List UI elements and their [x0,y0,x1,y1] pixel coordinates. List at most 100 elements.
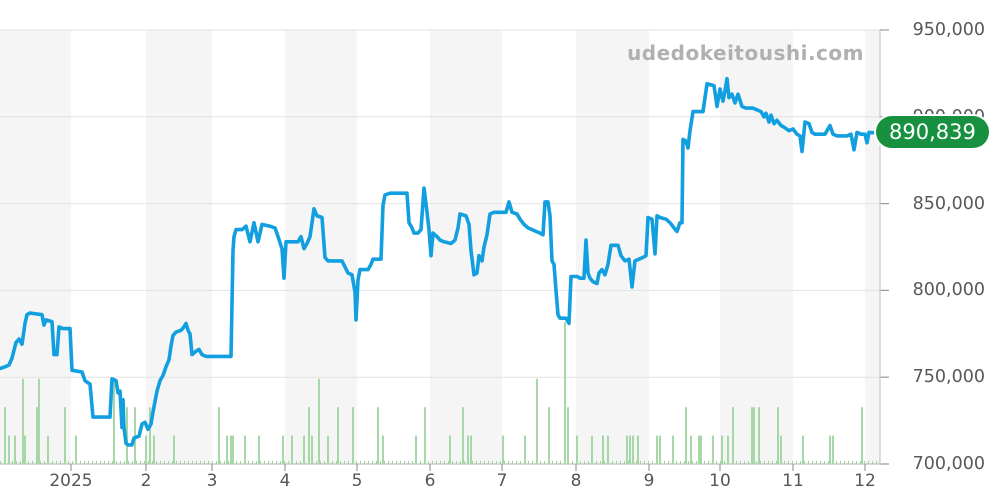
x-axis-label: 9 [643,471,655,491]
month-band [430,30,502,464]
volume-bar [8,435,10,464]
x-axis-label: 3 [206,471,218,491]
volume-bar [607,435,609,464]
volume-bar [424,407,426,464]
volume-bar [232,435,234,464]
volume-bar [524,435,526,464]
volume-bar [829,435,831,464]
volume-bar [352,407,354,464]
volume-bar [303,435,305,464]
volume-bar [64,407,66,464]
volume-bar [327,435,329,464]
volume-bar [126,407,128,464]
volume-bar [753,407,755,464]
volume-bar [449,435,451,464]
x-axis-label: 10 [709,471,731,491]
volume-bar [832,435,834,464]
y-axis-label: 800,000 [912,280,985,301]
volume-bar [861,407,863,464]
volume-bar [659,435,661,464]
volume-bar [637,435,639,464]
volume-bar [153,435,155,464]
volume-bar [36,407,38,464]
volume-bar [567,407,569,464]
volume-bar [564,322,566,464]
volume-bar [230,435,232,464]
volume-bar [732,407,734,464]
volume-bar [134,407,136,464]
x-axis-label: 7 [496,471,508,491]
volume-bar [548,407,550,464]
volume-bar [308,407,310,464]
month-band [285,30,357,464]
volume-bar [282,435,284,464]
y-axis-label: 950,000 [912,20,985,40]
x-axis-label: 6 [424,471,436,491]
x-axis-label: 8 [570,471,582,491]
volume-bar [38,378,40,464]
volume-bar [672,435,674,464]
volume-bar [721,435,723,464]
volume-bar [727,435,729,464]
volume-bar [382,435,384,464]
volume-bar [751,407,753,464]
y-axis-label: 850,000 [912,193,985,214]
volume-bar [629,435,631,464]
watermark: udedokeitoushi.com [627,41,864,65]
volume-bar [22,378,24,464]
volume-bar [576,435,578,464]
volume-bar [4,407,6,464]
volume-bar [244,435,246,464]
volume-bar [173,435,175,464]
price-line [0,76,875,447]
volume-bar [698,435,700,464]
volume-bar [632,435,634,464]
volume-bar [780,435,782,464]
volume-bar [311,435,313,464]
volume-bar [462,407,464,464]
volume-bar [700,435,702,464]
y-axis-label: 700,000 [912,454,985,474]
x-axis-label: 12 [854,471,876,491]
volume-bar [14,435,16,464]
current-price-badge: 890,839 [876,116,989,148]
volume-bar [113,378,115,464]
volume-bar [502,435,504,464]
volume-bar [602,435,604,464]
month-band [865,30,880,464]
volume-bar [291,435,293,464]
x-axis-label: 2025 [49,471,93,491]
x-axis-label: 11 [782,471,804,491]
volume-bar [377,407,379,464]
volume-bar [685,407,687,464]
volume-bar [149,407,151,464]
x-axis-label: 2 [140,471,152,491]
volume-bar [318,378,320,464]
volume-bar [415,435,417,464]
y-axis-label: 750,000 [912,367,985,388]
volume-bar [536,378,538,464]
volume-bar [258,435,260,464]
volume-bar [470,435,472,464]
volume-bar [626,435,628,464]
volume-bar [47,435,49,464]
volume-bar [802,435,804,464]
volume-bar [467,435,469,464]
volume-bar [690,435,692,464]
volume-bar [758,407,760,464]
volume-bar [226,435,228,464]
x-axis-label: 4 [279,471,291,491]
volume-bar [145,435,147,464]
volume-bar [218,407,220,464]
volume-bar [712,435,714,464]
volume-bar [656,435,658,464]
month-band [720,30,793,464]
volume-bar [777,407,779,464]
volume-bar [591,435,593,464]
x-axis-label: 5 [351,471,363,491]
volume-bar [337,407,339,464]
volume-bar [75,435,77,464]
volume-bar [24,435,26,464]
